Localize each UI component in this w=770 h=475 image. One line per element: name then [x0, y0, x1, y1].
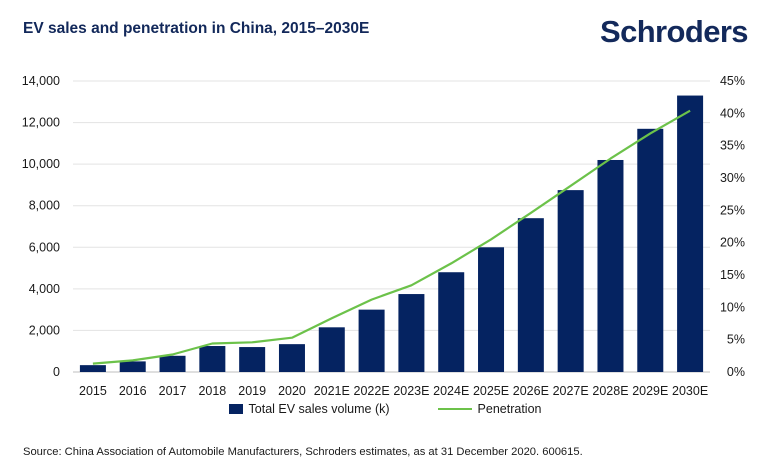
y-left-tick-label: 2,000	[29, 323, 60, 337]
y-left-tick-label: 14,000	[22, 74, 60, 88]
y-right-tick-label: 30%	[720, 171, 745, 185]
x-tick-label: 2026E	[513, 384, 549, 398]
x-tick-label: 2018	[198, 384, 226, 398]
y-left-tick-label: 0	[53, 365, 60, 379]
legend-item-sales: Total EV sales volume (k)	[228, 402, 390, 416]
penetration-line	[92, 109, 691, 365]
y-right-tick-label: 40%	[720, 106, 745, 120]
source-note: Source: China Association of Automobile …	[23, 446, 583, 458]
x-tick-label: 2028E	[592, 384, 628, 398]
bar	[119, 361, 146, 372]
x-tick-label: 2025E	[473, 384, 509, 398]
bar	[278, 344, 305, 372]
x-tick-label: 2019	[238, 384, 266, 398]
bar	[199, 346, 226, 372]
x-tick-label: 2017	[159, 384, 187, 398]
x-tick-label: 2015	[79, 384, 107, 398]
y-right-tick-label: 10%	[720, 300, 745, 314]
bar	[677, 95, 704, 373]
y-right-tick-label: 25%	[720, 203, 745, 217]
legend-swatch-bar	[228, 404, 243, 414]
chart-legend: Total EV sales volume (k) Penetration	[0, 402, 770, 416]
bar	[318, 327, 345, 372]
y-right-tick-label: 5%	[727, 333, 745, 347]
x-tick-label: 2022E	[354, 384, 390, 398]
x-tick-label: 2029E	[632, 384, 668, 398]
x-tick-label: 2027E	[553, 384, 589, 398]
x-tick-label: 2020	[278, 384, 306, 398]
y-right-tick-label: 35%	[720, 139, 745, 153]
bar	[438, 272, 465, 372]
y-left-tick-label: 10,000	[22, 157, 60, 171]
y-right-tick-label: 15%	[720, 268, 745, 282]
y-right-tick-label: 20%	[720, 236, 745, 250]
bar	[398, 294, 425, 372]
schroders-logo: Schroders	[600, 14, 749, 49]
y-left-tick-label: 4,000	[29, 282, 60, 296]
legend-swatch-line	[437, 408, 472, 410]
y-left-tick-label: 8,000	[29, 199, 60, 213]
bar	[358, 309, 385, 372]
bar	[79, 365, 106, 372]
legend-label-sales: Total EV sales volume (k)	[248, 402, 390, 416]
bar	[239, 347, 266, 372]
ev-sales-chart: 0 2,000 4,000 6,000 8,000 10,000 12,000 14,000 0…	[22, 74, 745, 398]
legend-item-penetration: Penetration	[437, 402, 542, 416]
x-tick-label: 2021E	[314, 384, 350, 398]
x-tick-label: 2016	[119, 384, 147, 398]
x-tick-label: 2030E	[672, 384, 708, 398]
bar	[637, 128, 664, 372]
y-left-tick-label: 6,000	[29, 240, 60, 254]
x-tick-label: 2023E	[393, 384, 429, 398]
y-left-tick-label: 12,000	[22, 116, 60, 130]
x-tick-label: 2024E	[433, 384, 469, 398]
bar	[517, 218, 544, 372]
chart-title: EV sales and penetration in China, 2015–…	[23, 20, 370, 37]
bar	[597, 159, 624, 372]
bar	[557, 190, 584, 372]
y-right-tick-label: 0%	[727, 365, 745, 379]
bar	[478, 247, 505, 372]
legend-label-penetration: Penetration	[477, 402, 542, 416]
y-right-tick-label: 45%	[720, 74, 745, 88]
bar	[159, 355, 186, 372]
